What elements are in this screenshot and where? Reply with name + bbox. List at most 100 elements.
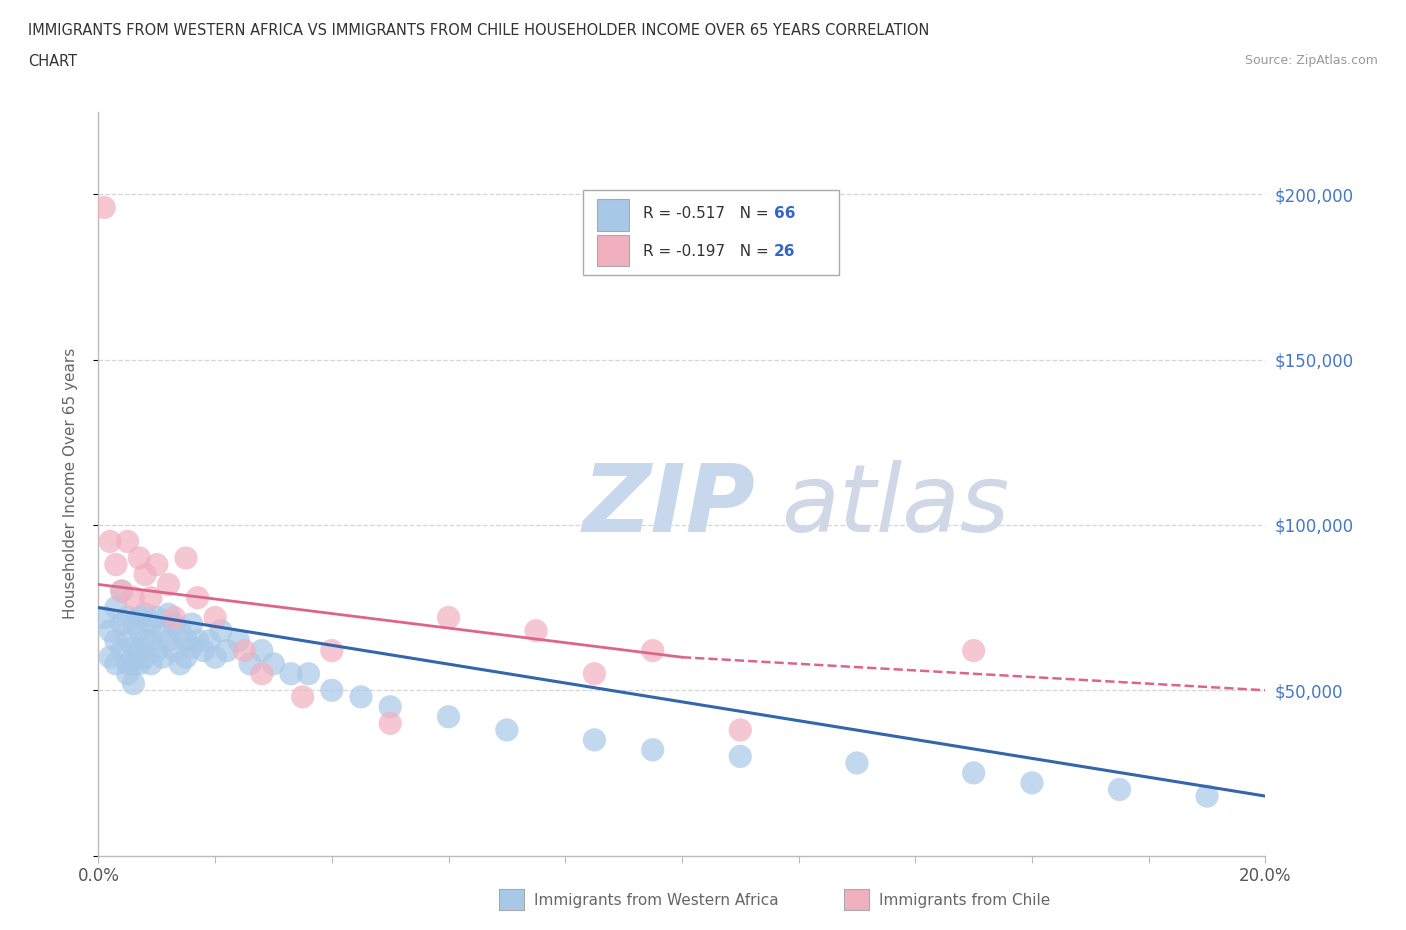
Point bbox=[215, 644, 238, 658]
Point bbox=[187, 633, 209, 648]
Point bbox=[641, 742, 664, 757]
Text: 66: 66 bbox=[775, 206, 796, 221]
Point bbox=[111, 584, 134, 599]
Point bbox=[111, 584, 134, 599]
Point bbox=[641, 644, 664, 658]
Point bbox=[111, 644, 134, 658]
Point bbox=[297, 666, 319, 681]
Text: IMMIGRANTS FROM WESTERN AFRICA VS IMMIGRANTS FROM CHILE HOUSEHOLDER INCOME OVER : IMMIGRANTS FROM WESTERN AFRICA VS IMMIGR… bbox=[28, 23, 929, 38]
Point bbox=[104, 600, 127, 615]
Text: R = -0.517   N =: R = -0.517 N = bbox=[644, 206, 773, 221]
Point bbox=[180, 617, 202, 631]
Point bbox=[93, 610, 115, 625]
Point bbox=[152, 623, 174, 638]
Point bbox=[174, 650, 197, 665]
Point bbox=[128, 551, 150, 565]
Point bbox=[437, 710, 460, 724]
Point bbox=[962, 644, 984, 658]
Point bbox=[157, 633, 180, 648]
Text: atlas: atlas bbox=[782, 460, 1010, 551]
Point bbox=[524, 623, 547, 638]
Point bbox=[157, 606, 180, 621]
Text: Immigrants from Chile: Immigrants from Chile bbox=[879, 893, 1050, 908]
Point bbox=[437, 610, 460, 625]
Point bbox=[228, 633, 250, 648]
Point bbox=[111, 617, 134, 631]
Point bbox=[134, 606, 156, 621]
Point bbox=[169, 623, 191, 638]
Point bbox=[730, 749, 752, 764]
Point bbox=[139, 657, 162, 671]
Point bbox=[1021, 776, 1043, 790]
Point bbox=[1108, 782, 1130, 797]
Point bbox=[209, 623, 232, 638]
Point bbox=[122, 617, 145, 631]
Point bbox=[250, 666, 273, 681]
Text: R = -0.197   N =: R = -0.197 N = bbox=[644, 244, 775, 259]
Point bbox=[117, 633, 139, 648]
Point bbox=[321, 683, 343, 698]
Point bbox=[104, 557, 127, 572]
Point bbox=[146, 644, 169, 658]
Point bbox=[280, 666, 302, 681]
Point bbox=[187, 591, 209, 605]
Point bbox=[233, 644, 256, 658]
Point bbox=[846, 755, 869, 770]
Point bbox=[204, 650, 226, 665]
Point bbox=[134, 650, 156, 665]
Point bbox=[204, 610, 226, 625]
Point bbox=[139, 633, 162, 648]
Point bbox=[262, 657, 284, 671]
Text: CHART: CHART bbox=[28, 54, 77, 69]
Point bbox=[146, 557, 169, 572]
Point bbox=[291, 689, 314, 704]
Point bbox=[128, 644, 150, 658]
Text: ZIP: ZIP bbox=[582, 460, 755, 551]
Point bbox=[174, 633, 197, 648]
Point bbox=[117, 534, 139, 549]
Text: Immigrants from Western Africa: Immigrants from Western Africa bbox=[534, 893, 779, 908]
Point bbox=[134, 567, 156, 582]
Point bbox=[98, 534, 121, 549]
Point bbox=[122, 676, 145, 691]
Point bbox=[157, 577, 180, 591]
FancyBboxPatch shape bbox=[582, 190, 839, 275]
Point bbox=[198, 633, 221, 648]
Point bbox=[163, 617, 186, 631]
Text: 26: 26 bbox=[775, 244, 796, 259]
Point bbox=[104, 633, 127, 648]
Point bbox=[163, 644, 186, 658]
Point bbox=[380, 699, 402, 714]
Point bbox=[730, 723, 752, 737]
Text: Source: ZipAtlas.com: Source: ZipAtlas.com bbox=[1244, 54, 1378, 67]
Point bbox=[117, 666, 139, 681]
Point bbox=[583, 666, 606, 681]
Point bbox=[122, 591, 145, 605]
Y-axis label: Householder Income Over 65 years: Householder Income Over 65 years bbox=[63, 348, 77, 619]
Point bbox=[962, 765, 984, 780]
Point bbox=[146, 610, 169, 625]
Point bbox=[139, 591, 162, 605]
Bar bbox=[596, 235, 630, 266]
Point bbox=[321, 644, 343, 658]
Point bbox=[193, 644, 215, 658]
Point bbox=[174, 551, 197, 565]
Point bbox=[122, 640, 145, 655]
Point bbox=[128, 610, 150, 625]
Point bbox=[169, 657, 191, 671]
Point bbox=[104, 657, 127, 671]
Point bbox=[139, 617, 162, 631]
Point bbox=[117, 657, 139, 671]
Point bbox=[583, 733, 606, 748]
Point bbox=[350, 689, 373, 704]
Point bbox=[128, 657, 150, 671]
Point bbox=[180, 640, 202, 655]
Point bbox=[496, 723, 519, 737]
Point bbox=[117, 610, 139, 625]
Point bbox=[380, 716, 402, 731]
Bar bbox=[596, 199, 630, 231]
Point bbox=[1195, 789, 1218, 804]
Point bbox=[98, 623, 121, 638]
Point bbox=[239, 657, 262, 671]
Point bbox=[163, 610, 186, 625]
